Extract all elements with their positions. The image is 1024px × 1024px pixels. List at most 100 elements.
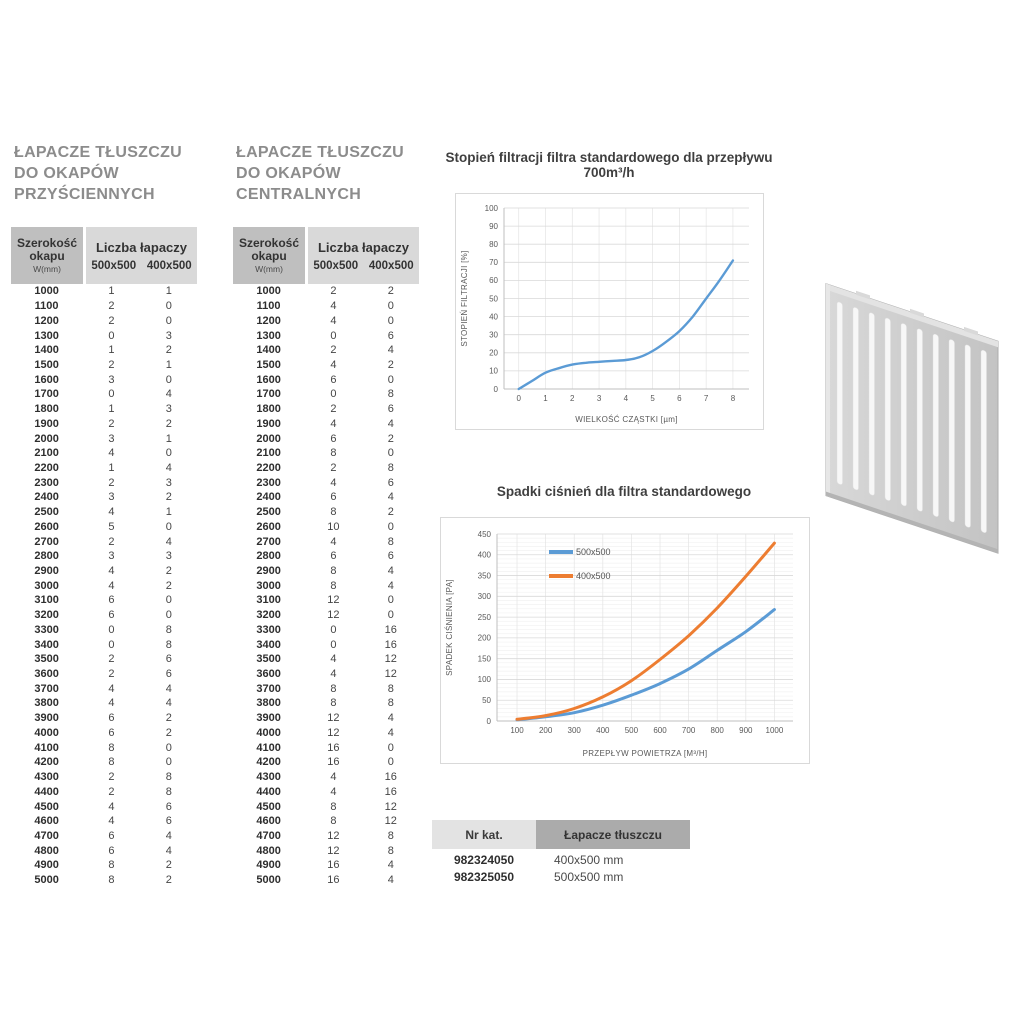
svg-text:0: 0 <box>487 717 492 726</box>
table-row: 1000 1 1 <box>11 284 197 299</box>
table-cell: 6 <box>330 491 337 504</box>
table-cell: 1700 <box>256 388 281 401</box>
header-width-column: Szerokość okapu W(mm) <box>233 227 305 284</box>
table-cell: 4 <box>165 844 172 857</box>
table-row: 1700 0 4 <box>11 387 197 402</box>
table-cell: 2500 <box>256 506 281 519</box>
table-row: 2300 4 6 <box>233 475 419 490</box>
table-cell: 6 <box>108 609 115 622</box>
svg-text:1000: 1000 <box>766 726 784 735</box>
table-cell: 3900 <box>34 712 59 725</box>
table-cell: 4 <box>330 785 337 798</box>
table-row: 1200 2 0 <box>11 313 197 328</box>
table-cell: 8 <box>330 506 337 519</box>
svg-text:4: 4 <box>624 394 629 403</box>
table-row: 1300 0 6 <box>233 328 419 343</box>
table-cell: 8 <box>387 844 394 857</box>
table-cell: 12 <box>384 668 397 681</box>
table-cell: 2 <box>330 461 337 474</box>
table-row: 2700 2 4 <box>11 534 197 549</box>
svg-text:90: 90 <box>489 222 498 231</box>
table-cell: 2800 <box>34 550 59 563</box>
table-cell: 10 <box>327 520 340 533</box>
table-cell: 2 <box>108 417 115 430</box>
table-cell: 2400 <box>34 491 59 504</box>
table-cell: 3600 <box>256 668 281 681</box>
table-row: 2000 6 2 <box>233 431 419 446</box>
table-row: 1600 3 0 <box>11 372 197 387</box>
svg-text:400: 400 <box>478 551 492 560</box>
table-cell: 0 <box>108 329 115 342</box>
table-cell: 2 <box>108 535 115 548</box>
table-cell: 1800 <box>34 403 59 416</box>
table-cell: 8 <box>108 859 115 872</box>
table-cell: 6 <box>165 653 172 666</box>
table-cell: 2 <box>165 579 172 592</box>
svg-text:STOPIEŃ FILTRACJI [%]: STOPIEŃ FILTRACJI [%] <box>460 250 469 346</box>
table-cell: 3 <box>165 476 172 489</box>
table-cell: 2 <box>165 344 172 357</box>
table-cell: 12 <box>327 609 340 622</box>
table-cell: 12 <box>327 594 340 607</box>
table-row: 2100 4 0 <box>11 446 197 461</box>
table-row: 4000 6 2 <box>11 726 197 741</box>
title-line: ŁAPACZE TŁUSZCZU <box>236 144 405 161</box>
table-cell: 3300 <box>256 623 281 636</box>
table-row: 3100 12 0 <box>233 593 419 608</box>
table-cell: 4900 <box>34 859 59 872</box>
svg-text:100: 100 <box>510 726 524 735</box>
table-cell: 8 <box>330 697 337 710</box>
svg-text:300: 300 <box>478 592 492 601</box>
table-cell: 0 <box>165 756 172 769</box>
table-cell: 4800 <box>256 844 281 857</box>
table-cell: 500x500 mm <box>554 869 624 884</box>
table-cell: 8 <box>387 697 394 710</box>
table-cell: 6 <box>330 432 337 445</box>
table-row: 3200 6 0 <box>11 608 197 623</box>
table-cell: 2000 <box>256 432 281 445</box>
table-row: 2900 8 4 <box>233 564 419 579</box>
table-cell: 0 <box>165 300 172 313</box>
table-row: 1000 2 2 <box>233 284 419 299</box>
table-cell: 16 <box>327 874 340 887</box>
table-row: 1700 0 8 <box>233 387 419 402</box>
table-row: 3000 8 4 <box>233 578 419 593</box>
table-cell: 0 <box>165 447 172 460</box>
svg-text:600: 600 <box>653 726 667 735</box>
table-cell: 6 <box>165 800 172 813</box>
svg-text:500: 500 <box>625 726 639 735</box>
table-cell: 4700 <box>256 829 281 842</box>
table-cell: 1800 <box>256 403 281 416</box>
table-cell: 1300 <box>256 329 281 342</box>
table-cell: 2 <box>387 285 394 298</box>
header-width-unit: W(mm) <box>255 264 283 274</box>
table-cell: 3 <box>108 491 115 504</box>
catalog-header-nr-kat: Nr kat. <box>432 820 536 849</box>
header-size-400x500: 400x500 <box>146 259 192 272</box>
table-cell: 3800 <box>256 697 281 710</box>
table-row: 3700 8 8 <box>233 681 419 696</box>
table-cell: 3600 <box>34 668 59 681</box>
table-cell: 4 <box>387 859 394 872</box>
table-cell: 4 <box>165 697 172 710</box>
table-cell: 4 <box>387 874 394 887</box>
table-cell: 2 <box>165 417 172 430</box>
table-row: 4800 6 4 <box>11 843 197 858</box>
table-cell: 1 <box>108 403 115 416</box>
svg-text:800: 800 <box>711 726 725 735</box>
table-row: 5000 8 2 <box>11 873 197 888</box>
table-cell: 2900 <box>34 565 59 578</box>
table-cell: 0 <box>108 623 115 636</box>
table-row: 982324050 400x500 mm <box>432 852 690 869</box>
table-cell: 4 <box>108 815 115 828</box>
table-cell: 4 <box>165 461 172 474</box>
table-cell: 3 <box>108 550 115 563</box>
svg-text:7: 7 <box>704 394 709 403</box>
table-row: 1400 2 4 <box>233 343 419 358</box>
svg-text:WIELKOŚĆ CZĄSTKI [µm]: WIELKOŚĆ CZĄSTKI [µm] <box>575 415 677 424</box>
header-width-label: Szerokość okapu <box>238 236 300 263</box>
central-hoods-table-title: ŁAPACZE TŁUSZCZU DO OKAPÓW CENTRALNYCH <box>236 142 436 205</box>
svg-text:400x500: 400x500 <box>576 571 611 581</box>
table-row: 1600 6 0 <box>233 372 419 387</box>
table-cell: 8 <box>165 623 172 636</box>
